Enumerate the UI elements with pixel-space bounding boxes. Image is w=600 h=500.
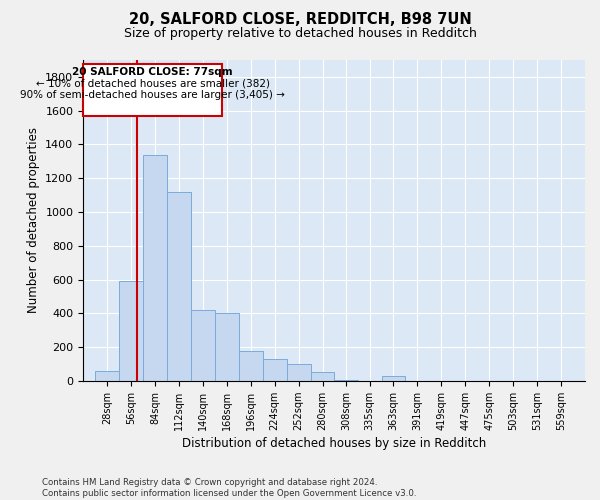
Bar bbox=[191, 310, 215, 381]
Text: Contains HM Land Registry data © Crown copyright and database right 2024.
Contai: Contains HM Land Registry data © Crown c… bbox=[42, 478, 416, 498]
Bar bbox=[143, 154, 167, 381]
Bar bbox=[95, 370, 119, 381]
Bar bbox=[287, 364, 311, 381]
Text: 90% of semi-detached houses are larger (3,405) →: 90% of semi-detached houses are larger (… bbox=[20, 90, 285, 101]
FancyBboxPatch shape bbox=[83, 64, 222, 116]
Y-axis label: Number of detached properties: Number of detached properties bbox=[27, 128, 40, 314]
Text: 20, SALFORD CLOSE, REDDITCH, B98 7UN: 20, SALFORD CLOSE, REDDITCH, B98 7UN bbox=[128, 12, 472, 28]
Bar bbox=[334, 380, 358, 381]
Bar bbox=[263, 359, 287, 381]
Bar bbox=[239, 352, 263, 381]
Text: Size of property relative to detached houses in Redditch: Size of property relative to detached ho… bbox=[124, 28, 476, 40]
Text: ← 10% of detached houses are smaller (382): ← 10% of detached houses are smaller (38… bbox=[35, 78, 269, 88]
Bar bbox=[167, 192, 191, 381]
X-axis label: Distribution of detached houses by size in Redditch: Distribution of detached houses by size … bbox=[182, 437, 486, 450]
Bar bbox=[311, 372, 334, 381]
Bar bbox=[119, 281, 143, 381]
Bar bbox=[215, 314, 239, 381]
Text: 20 SALFORD CLOSE: 77sqm: 20 SALFORD CLOSE: 77sqm bbox=[72, 67, 233, 77]
Bar bbox=[382, 376, 406, 381]
